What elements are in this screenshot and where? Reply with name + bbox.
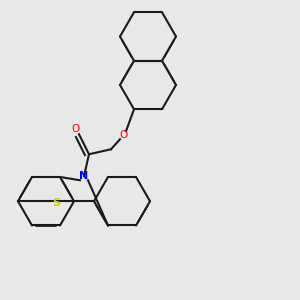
Text: O: O	[72, 124, 80, 134]
Text: O: O	[119, 130, 127, 140]
Text: N: N	[80, 171, 88, 181]
Text: S: S	[52, 198, 60, 208]
